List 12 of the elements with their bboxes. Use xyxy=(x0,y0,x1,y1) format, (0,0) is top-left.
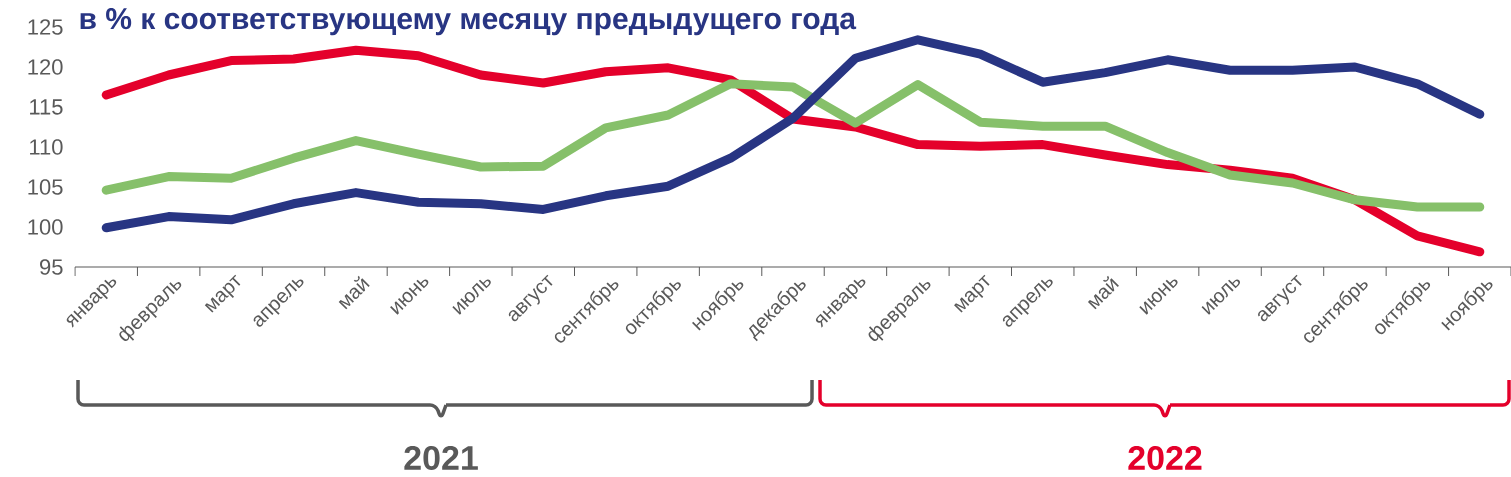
y-tick-label: 100 xyxy=(28,219,63,235)
y-tick-label: 105 xyxy=(28,179,63,195)
x-tick-label: май xyxy=(338,275,370,310)
y-tick-label: 115 xyxy=(30,99,63,115)
text: 2022 xyxy=(1128,445,1202,471)
y-tick-label: 95 xyxy=(40,259,63,275)
y-tick-label: 125 xyxy=(28,19,63,35)
y-tick-label: 110 xyxy=(30,139,63,155)
chart-title: в % к соответствующему месяцу предыдущего года xyxy=(80,8,857,36)
y-tick-label: 120 xyxy=(28,59,63,75)
text: 2021 xyxy=(404,445,478,471)
x-tick-label: май xyxy=(1087,275,1119,310)
